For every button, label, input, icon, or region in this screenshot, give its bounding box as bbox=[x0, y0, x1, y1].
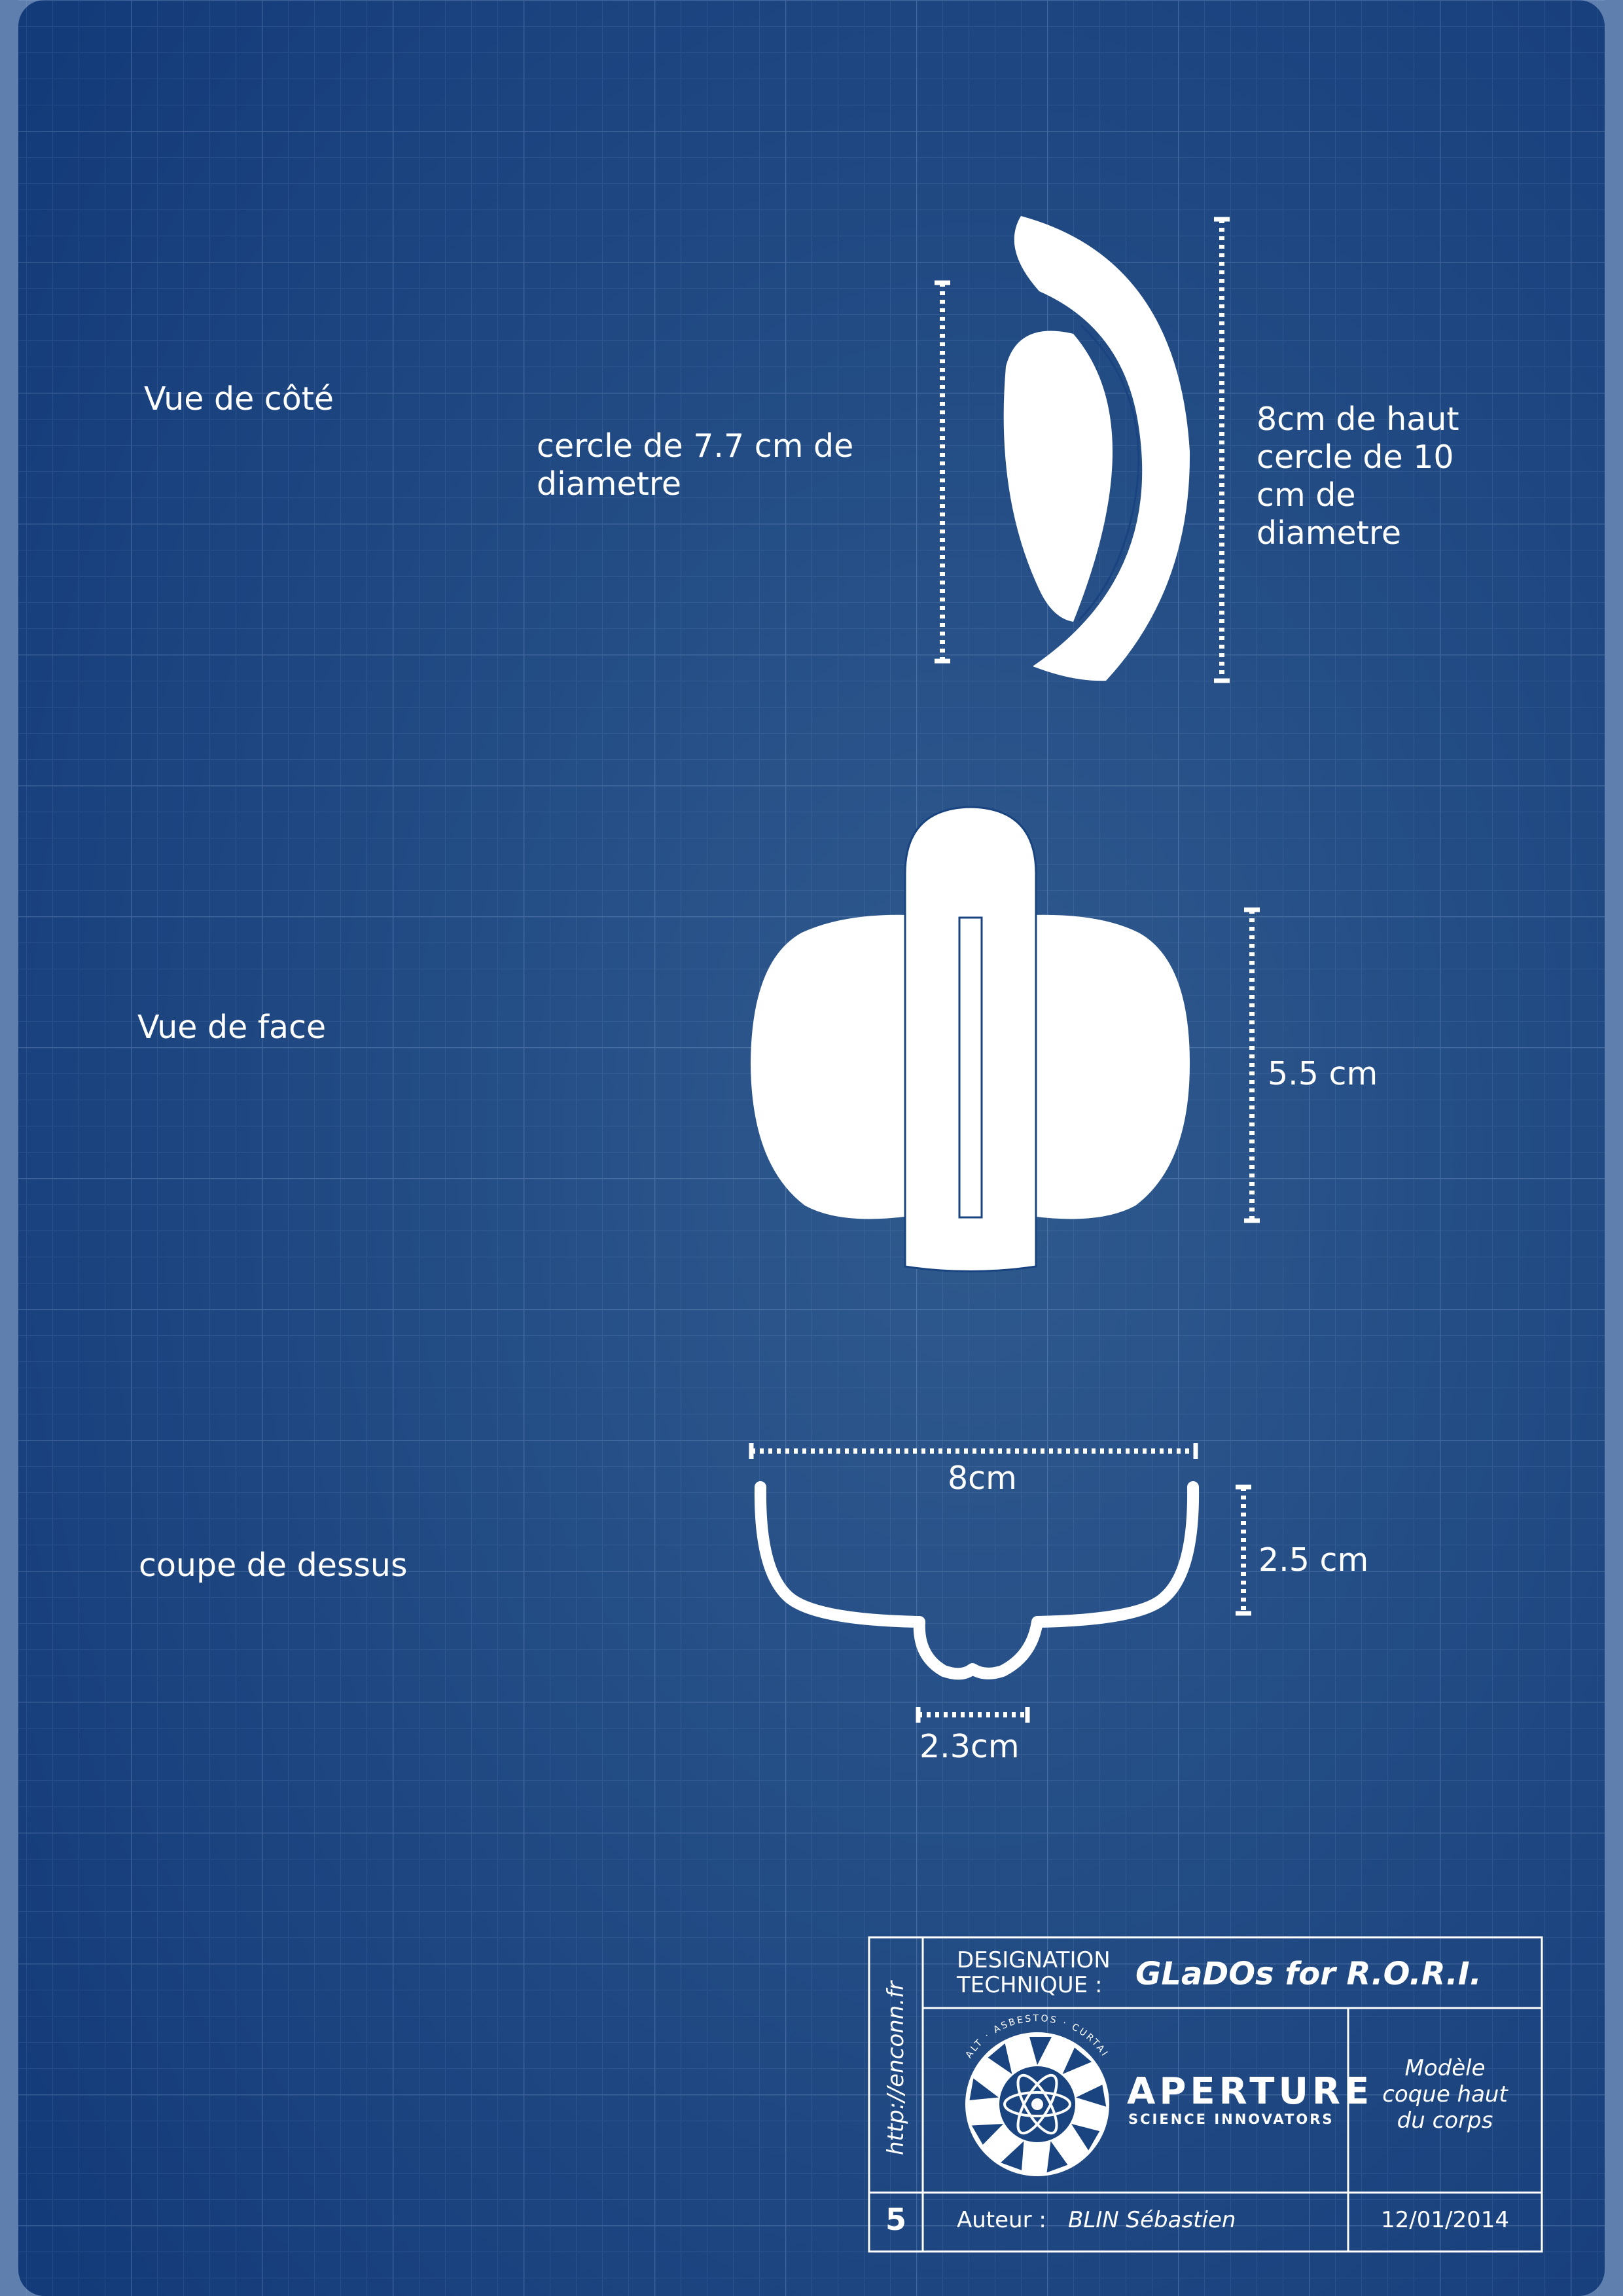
inner-circle-dimension-line bbox=[935, 280, 950, 664]
drawing-date: 12/01/2014 bbox=[1381, 2207, 1509, 2233]
front-height-dimension-label: 5.5 cm bbox=[1268, 1055, 1378, 1092]
side-view-label: Vue de côté bbox=[144, 380, 334, 418]
website-url-text: http://enconn.fr bbox=[883, 1981, 909, 2155]
top-width-dimension-line bbox=[749, 1443, 1198, 1459]
aperture-wordmark: APERTURE bbox=[1127, 2070, 1374, 2113]
top-section-drawing bbox=[749, 1443, 1251, 1723]
top-section-profile bbox=[754, 1481, 1200, 1680]
front-view-right-wing bbox=[1031, 914, 1190, 1219]
top-depth-dimension-label: 2.5 cm bbox=[1258, 1541, 1369, 1579]
title-block-frame bbox=[868, 1936, 1543, 2253]
outer-circle-dimension-line bbox=[1214, 217, 1230, 683]
top-depth-dimension-line bbox=[1236, 1484, 1251, 1616]
top-width-dimension-label: 8cm bbox=[948, 1460, 1017, 1497]
front-height-dimension-line bbox=[1244, 907, 1260, 1223]
aperture-tagline: SCIENCE INNOVATORS bbox=[1128, 2111, 1334, 2127]
top-notch-dimension-line bbox=[916, 1707, 1030, 1723]
top-notch-dimension-label: 2.3cm bbox=[919, 1728, 1020, 1765]
front-view-center-column bbox=[904, 806, 1037, 1272]
front-view-drawing bbox=[751, 806, 1260, 1272]
side-view-drawing bbox=[935, 216, 1230, 683]
inner-circle-dimension-label: cercle de 7.7 cm de diametre bbox=[537, 427, 854, 503]
top-section-label: coupe de dessus bbox=[139, 1547, 408, 1584]
front-view-left-wing bbox=[751, 914, 910, 1219]
front-view-label: Vue de face bbox=[137, 1009, 327, 1046]
outer-circle-dimension-label: 8cm de haut cercle de 10 cm de diametre bbox=[1257, 401, 1459, 552]
designation-label: DESIGNATION TECHNIQUE : bbox=[957, 1947, 1111, 1998]
side-view-inner-shell bbox=[1003, 331, 1113, 622]
author-label: Auteur : bbox=[957, 2207, 1046, 2233]
part-description: Modèle coque haut du corps bbox=[1382, 2055, 1508, 2134]
aperture-logo-icon bbox=[965, 2032, 1109, 2176]
designation-value: GLaDOs for R.O.R.I. bbox=[1135, 1956, 1482, 1992]
front-view-slot bbox=[958, 916, 983, 1219]
author-value: BLIN Sébastien bbox=[1068, 2207, 1236, 2233]
side-view-outer-crescent bbox=[1014, 216, 1190, 681]
sheet-number: 5 bbox=[885, 2202, 906, 2237]
